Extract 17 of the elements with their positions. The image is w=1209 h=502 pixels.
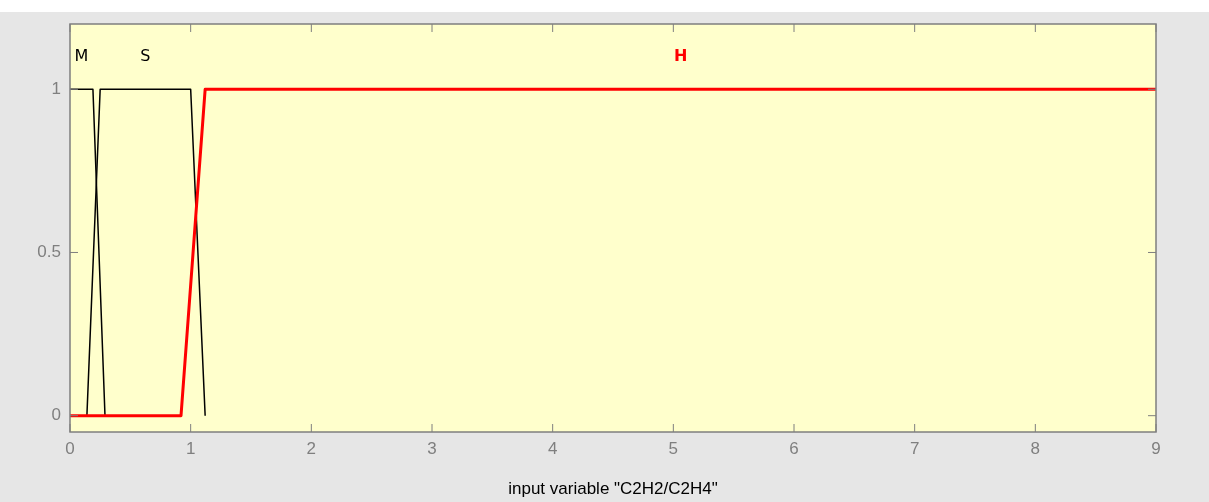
x-tick-label: 5 <box>668 439 679 458</box>
y-tick-label: 0 <box>51 405 61 425</box>
x-tick-label: 2 <box>306 439 317 458</box>
x-tick-label: 6 <box>789 439 799 458</box>
x-tick-label: 4 <box>547 439 558 458</box>
series-label: S <box>140 46 151 66</box>
x-tick-label: 9 <box>1151 439 1161 458</box>
x-tick-label: 8 <box>1030 439 1041 458</box>
series-label: M <box>74 46 89 66</box>
y-tick-label: 1 <box>51 78 61 98</box>
x-tick-label: 7 <box>909 439 920 458</box>
x-tick-label: 1 <box>185 439 196 458</box>
x-tick-label: 0 <box>65 439 75 458</box>
series-label: H <box>673 46 688 66</box>
x-axis-title: input variable "C2H2/C2H4" <box>508 479 718 498</box>
y-tick-label: 0.5 <box>37 241 61 261</box>
x-tick-label: 3 <box>427 439 437 458</box>
